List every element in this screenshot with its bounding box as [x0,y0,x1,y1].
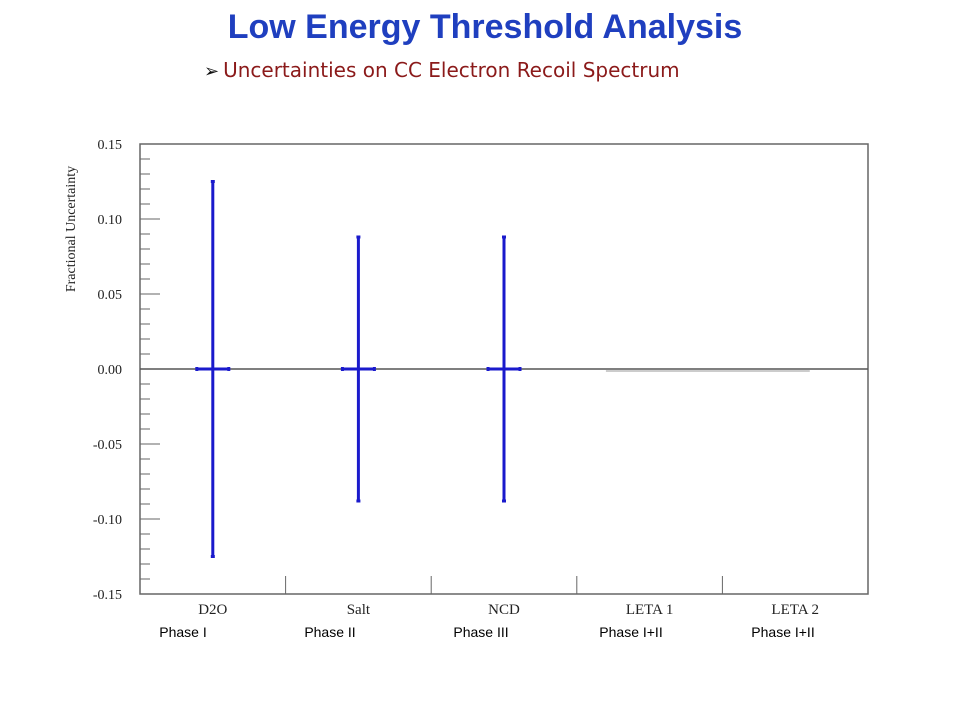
y-tick-label: -0.05 [93,438,122,453]
x-category-label: NCD [488,602,520,618]
phase-label: Phase III [453,624,509,640]
subtitle: ➢ Uncertainties on CC Electron Recoil Spe… [204,58,680,82]
y-tick-label: -0.15 [93,588,122,603]
arrow-bullet-icon: ➢ [204,61,220,82]
x-category-label: LETA 1 [626,602,674,618]
y-tick-label: -0.10 [93,513,122,528]
y-tick-label: 0.05 [98,288,123,303]
y-axis-label: Fractional Uncertainty [64,166,79,292]
x-category-label: LETA 2 [771,602,819,618]
x-category-label: Salt [347,602,371,618]
phase-label: Phase II [304,624,356,640]
page-title: Low Energy Threshold Analysis [227,8,743,46]
y-tick-label: 0.10 [98,213,123,228]
y-tick-label: 0.00 [98,363,123,378]
phase-label: Phase I+II [599,624,663,640]
phase-label: Phase I [159,624,207,640]
y-tick-label: 0.15 [98,138,123,153]
phase-label: Phase I+II [751,624,815,640]
x-category-label: D2O [198,602,227,618]
subtitle-text: Uncertainties on CC Electron Recoil Spec… [223,58,680,82]
